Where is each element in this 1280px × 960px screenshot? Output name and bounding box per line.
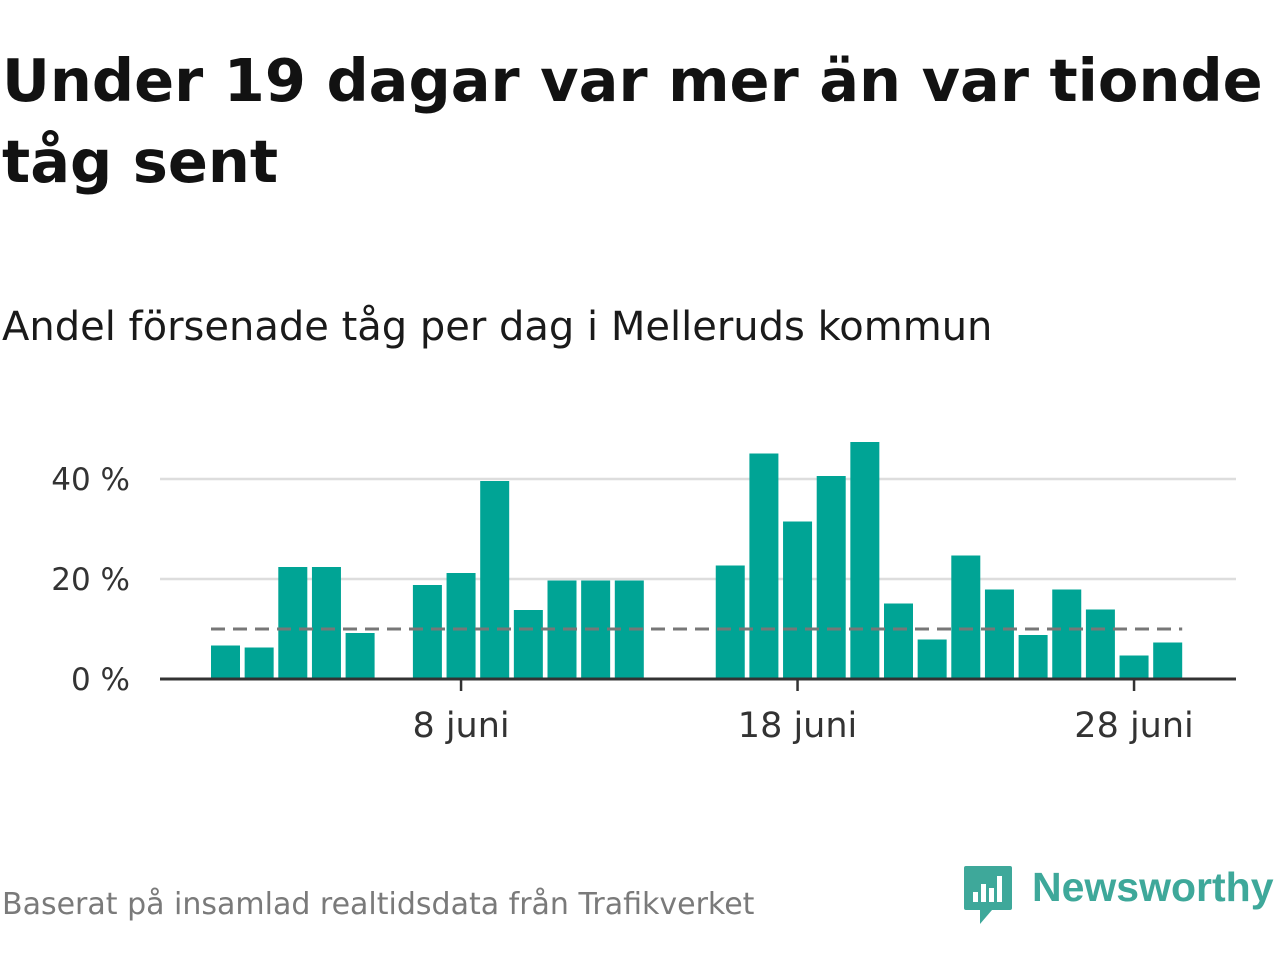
bar-series [211,442,1183,679]
bar-day-21 [884,603,913,679]
tick-labels: 0 % 20 % 40 % 8 juni 18 juni 28 juni [51,462,1194,746]
logo-bar-3 [989,888,994,902]
y-tick-label: 40 % [51,462,130,498]
bar-day-26 [1052,589,1082,679]
bar-day-7 [412,585,442,679]
bar-day-16 [715,565,745,679]
bar-day-17 [749,453,779,679]
x-axis [160,677,1236,691]
bar-day-18 [783,521,813,679]
logo-bar-2 [981,884,986,902]
y-tick-label: 20 % [51,562,130,598]
bar-day-19 [816,476,846,679]
x-tick-label: 8 juni [412,706,509,746]
x-tick-label: 18 juni [738,706,857,746]
bar-day-20 [850,442,880,679]
newsworthy-logo-icon [964,866,1012,924]
bar-day-22 [917,639,947,679]
chart-subtitle: Andel försenade tåg per dag i Melleruds … [2,304,993,350]
bar-day-5 [345,633,375,679]
bar-day-27 [1085,609,1115,679]
x-tick-label: 28 juni [1074,706,1193,746]
logo-badge-shape [964,866,1012,924]
logo-bar-4 [997,876,1002,902]
bar-day-23 [951,555,981,679]
bar-day-8 [446,573,476,679]
bar-day-29 [1153,642,1183,679]
bar-day-1 [211,645,240,679]
bar-day-24 [984,589,1014,679]
source-note: Baserat på insamlad realtidsdata från Tr… [2,887,755,922]
bar-day-10 [513,610,543,679]
bar-day-2 [244,647,274,679]
bar-day-9 [480,481,510,679]
bar-day-3 [278,567,308,679]
y-tick-label: 0 % [71,662,130,698]
newsworthy-wordmark: Newsworthy [1032,864,1274,910]
chart-title: Under 19 dagar var mer än var tionde tåg… [2,46,1263,196]
bar-day-28 [1119,655,1149,679]
logo-bar-1 [973,892,978,902]
bar-day-25 [1018,635,1048,679]
bar-day-4 [311,567,341,679]
gridlines [160,477,1236,581]
bar-chart: 0 % 20 % 40 % 8 juni 18 juni 28 juni [51,442,1236,746]
